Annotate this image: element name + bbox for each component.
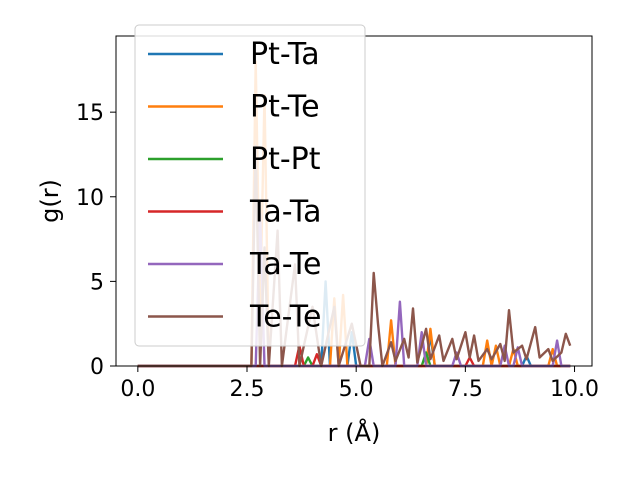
x-tick-label: 7.5 [448, 377, 483, 402]
legend-label: Ta-Ta [249, 195, 322, 230]
legend-label: Te-Te [249, 300, 321, 335]
x-tick-label: 0.0 [120, 377, 155, 402]
y-tick-label: 15 [76, 101, 104, 126]
x-tick-label: 10.0 [550, 377, 599, 402]
x-axis-label: r (Å) [328, 418, 381, 447]
legend-label: Pt-Te [250, 90, 320, 125]
y-tick-label: 0 [90, 355, 104, 380]
legend-label: Pt-Ta [250, 37, 320, 72]
legend-label: Pt-Pt [250, 142, 321, 177]
legend: Pt-Ta Pt-Te Pt-Pt Ta-Ta Ta-Te Te-Te [134, 24, 366, 347]
legend-box [134, 24, 366, 347]
y-axis-label: g(r) [36, 179, 64, 223]
legend-label: Ta-Te [249, 247, 322, 282]
x-tick-label: 5.0 [339, 377, 374, 402]
x-tick-label: 2.5 [230, 377, 265, 402]
x-axis: 0.0 2.5 5.0 7.5 10.0 [120, 366, 599, 402]
y-axis: 0 5 10 15 [76, 101, 116, 380]
y-tick-label: 5 [90, 270, 104, 295]
y-tick-label: 10 [76, 186, 104, 211]
